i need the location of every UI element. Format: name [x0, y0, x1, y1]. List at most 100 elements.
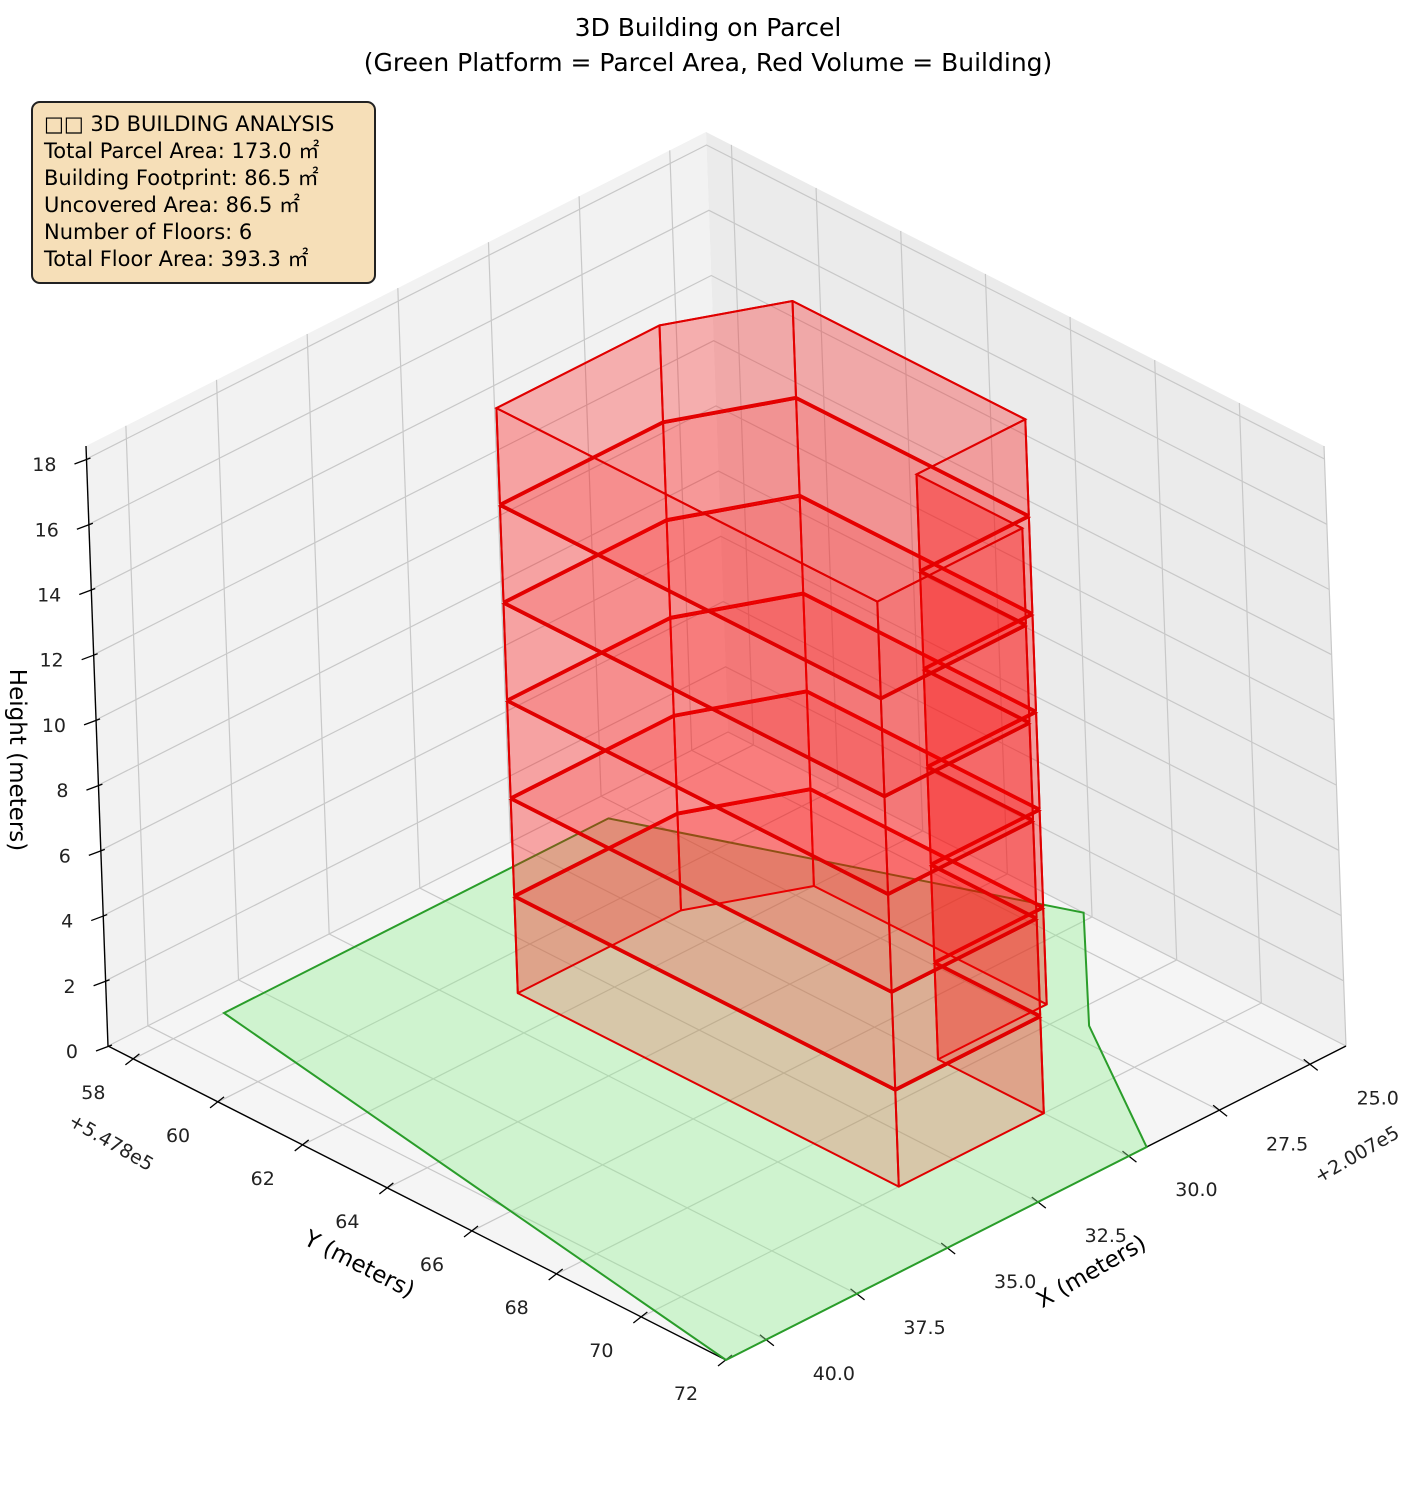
parcel-layer	[222, 817, 1148, 1362]
grid-lines	[86, 144, 1347, 1361]
z-tick-6	[81, 653, 98, 661]
y-grid-floor-3	[387, 873, 1008, 1189]
x-grid-floor-3	[419, 887, 1039, 1203]
y-grid-floor-4	[471, 916, 1093, 1232]
x-tick-label-3: 32.5	[1085, 1225, 1127, 1247]
chart-title-line-2: (Green Platform = Parcel Area, Red Volum…	[364, 48, 1053, 77]
back-left-pane	[86, 132, 728, 1046]
floor-6-slab	[494, 299, 1028, 603]
x-grid-wall-4	[306, 333, 330, 935]
z-grid-5	[95, 405, 1335, 721]
y-tick-3	[378, 1182, 394, 1195]
y-grid-wall-1	[815, 187, 839, 788]
building-floor-1	[512, 789, 1048, 1188]
y-grid-wall-6	[1238, 402, 1262, 1004]
y-tick-1	[209, 1096, 225, 1109]
x-tick-1	[1212, 1104, 1228, 1117]
y-tick-label-7: 72	[674, 1383, 698, 1405]
x-tick-label-1: 27.5	[1266, 1133, 1308, 1155]
z-axis-line	[85, 445, 109, 1047]
z-tick-label-3: 6	[59, 845, 71, 867]
info-total-parcel-area: Total Parcel Area: 173.0 ㎡	[44, 139, 320, 163]
x-grid-wall-1	[578, 196, 602, 797]
y-axis-offset: +5.478e5	[65, 1110, 157, 1176]
z-grid-3	[100, 535, 1340, 851]
y-grid-floor-1	[217, 787, 839, 1103]
y-grid-wall-7	[1323, 445, 1347, 1047]
y-grid-wall-5	[1154, 359, 1178, 960]
z-tick-label-4: 8	[56, 780, 68, 802]
z-tick-label-0: 0	[66, 1041, 78, 1063]
parcel-platform	[222, 817, 1148, 1362]
building-floor-5	[497, 397, 1034, 797]
z-tick-8	[76, 522, 94, 530]
y-grid-wall-2	[900, 230, 924, 831]
building-floor-6	[494, 299, 1030, 699]
x-grid-floor-1	[600, 795, 1220, 1111]
floor-5-slab	[497, 397, 1032, 701]
x-tick-label-6: 40.0	[813, 1363, 855, 1385]
info-uncovered-area: Uncovered Area: 86.5 ㎡	[44, 193, 301, 217]
x-grid-floor-0	[691, 749, 1311, 1065]
y-tick-label-4: 66	[420, 1254, 444, 1276]
y-tick-2	[294, 1139, 310, 1152]
building-floor-3	[504, 593, 1041, 992]
z-tick-7	[79, 587, 96, 596]
z-tick-9	[74, 457, 91, 465]
y-tick-0	[124, 1053, 140, 1066]
z-tick-5	[83, 718, 101, 726]
y-tick-label-2: 62	[251, 1168, 275, 1190]
x-axis-offset: +2.007e5	[1311, 1122, 1403, 1188]
y-grid-wall-3	[984, 273, 1008, 874]
z-tick-1	[93, 979, 110, 987]
x-tick-label-4: 35.0	[994, 1271, 1036, 1293]
z-tick-label-9: 18	[32, 454, 56, 476]
y-axis-label: Y (meters)	[299, 1225, 419, 1303]
info-box-heading: □□ 3D BUILDING ANALYSIS	[44, 112, 335, 136]
x-tick-label-2: 30.0	[1175, 1179, 1217, 1201]
x-grid-floor-6	[147, 1025, 767, 1341]
y-axis-line	[107, 1045, 727, 1361]
x-tick-0	[1303, 1058, 1319, 1071]
floor-1-slab	[512, 789, 1046, 1092]
info-building-footprint: Building Footprint: 86.5 ㎡	[44, 166, 319, 190]
x-grid-wall-0	[669, 150, 693, 751]
ticks: 25.027.530.032.535.037.540.0586062646668…	[32, 454, 1399, 1405]
y-grid-floor-5	[556, 959, 1177, 1275]
y-grid-floor-2	[302, 830, 923, 1146]
z-tick-4	[86, 783, 103, 791]
building-floor-2	[508, 691, 1045, 1090]
z-tick-label-8: 16	[35, 519, 59, 541]
z-axis-label: Height (meters)	[4, 669, 30, 851]
z-grid-4	[98, 470, 1337, 786]
y-grid-wall-4	[1069, 316, 1093, 917]
z-tick-0	[95, 1044, 113, 1052]
x-grid-floor-4	[328, 933, 948, 1249]
x-grid-floor-5	[238, 979, 857, 1295]
z-tick-label-5: 10	[42, 715, 66, 737]
z-tick-label-1: 2	[64, 976, 76, 998]
x-grid-wall-2	[487, 242, 512, 843]
chart-title-line-1: 3D Building on Parcel	[575, 13, 842, 42]
building-layer	[494, 299, 1048, 1188]
z-tick-2	[90, 913, 108, 922]
y-tick-label-3: 64	[335, 1211, 359, 1233]
building-floor-4	[501, 495, 1037, 895]
y-grid-wall-0	[730, 144, 754, 745]
z-grid-0	[107, 731, 1347, 1047]
z-tick-3	[88, 848, 106, 856]
back-right-pane	[706, 132, 1346, 1046]
floor-2-slab	[508, 691, 1042, 995]
info-total-floor-area: Total Floor Area: 393.3 ㎡	[44, 247, 309, 271]
y-tick-4	[463, 1225, 479, 1238]
z-grid-9	[86, 144, 1325, 460]
y-tick-label-1: 60	[166, 1125, 190, 1147]
z-grid-1	[105, 666, 1344, 982]
z-grid-8	[88, 209, 1328, 525]
y-tick-label-0: 58	[81, 1082, 105, 1104]
y-tick-label-5: 68	[505, 1297, 529, 1319]
x-grid-wall-5	[215, 379, 240, 980]
y-tick-label-6: 70	[589, 1340, 613, 1362]
z-tick-label-7: 14	[37, 584, 61, 606]
